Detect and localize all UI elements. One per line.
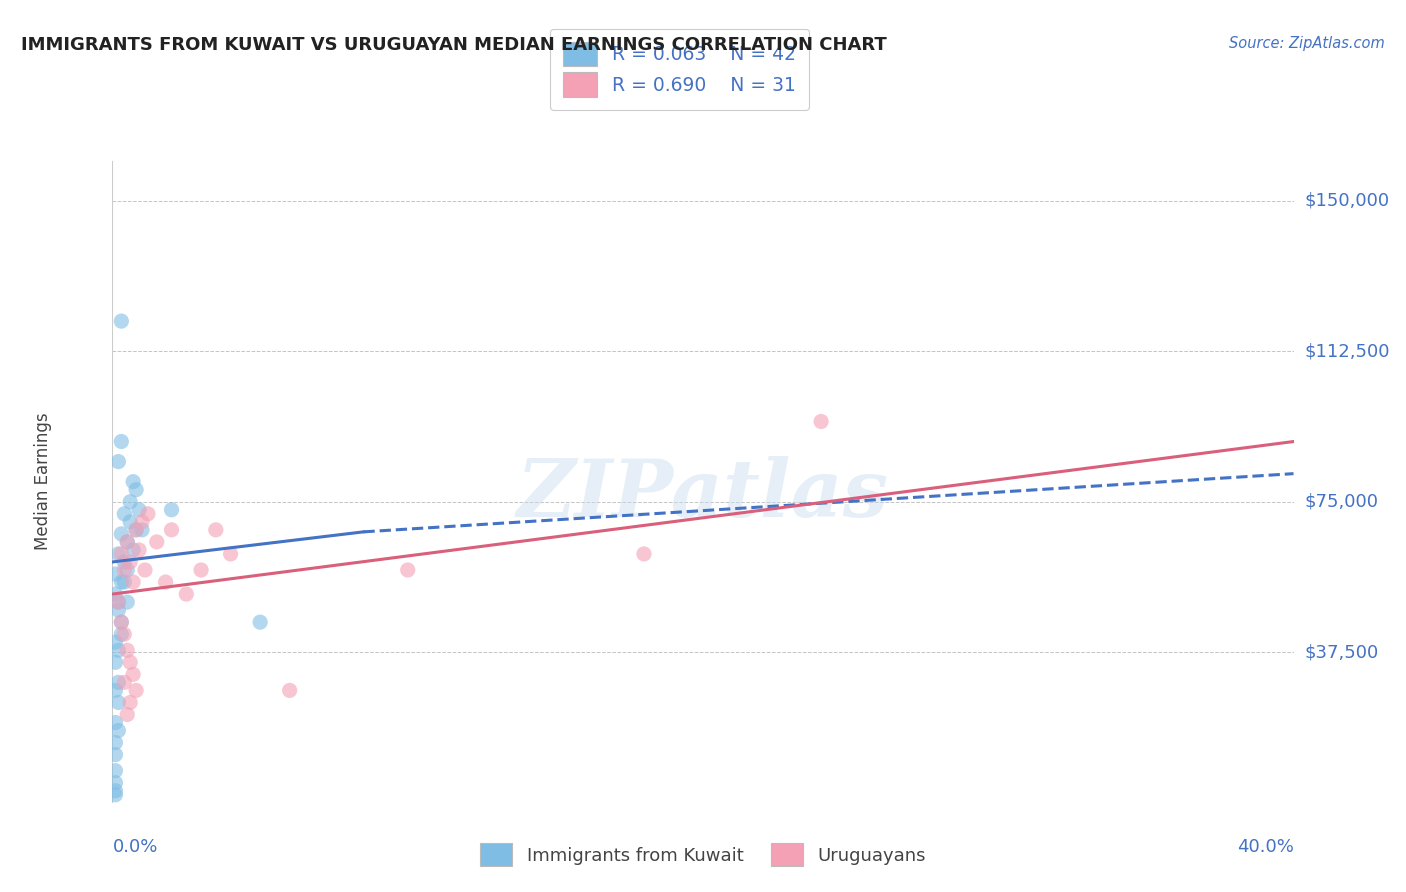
Text: $112,500: $112,500 xyxy=(1305,343,1391,360)
Point xyxy=(112,563,135,577)
Point xyxy=(107,595,129,609)
Point xyxy=(174,587,197,601)
Point xyxy=(810,415,832,429)
Point xyxy=(104,655,127,669)
Text: ZIPatlas: ZIPatlas xyxy=(517,456,889,533)
Text: $75,000: $75,000 xyxy=(1305,492,1379,511)
Point xyxy=(104,635,127,649)
Point xyxy=(117,643,138,657)
Point xyxy=(120,555,142,569)
Point xyxy=(107,675,129,690)
Point xyxy=(107,696,129,710)
Point xyxy=(110,547,132,561)
Point xyxy=(125,683,148,698)
Point xyxy=(122,542,145,557)
Point xyxy=(104,715,127,730)
Point xyxy=(125,523,148,537)
Point xyxy=(107,603,129,617)
Point xyxy=(110,615,132,630)
Point xyxy=(155,575,177,590)
Point xyxy=(131,523,153,537)
Point xyxy=(110,434,132,449)
Point xyxy=(110,314,132,328)
Point xyxy=(104,587,127,601)
Point xyxy=(107,547,129,561)
Point xyxy=(112,575,135,590)
Text: 40.0%: 40.0% xyxy=(1237,838,1294,855)
Point xyxy=(104,775,127,790)
Point xyxy=(131,515,153,529)
Point xyxy=(110,526,132,541)
Point xyxy=(107,595,129,609)
Point xyxy=(110,627,132,641)
Point xyxy=(125,483,148,497)
Point xyxy=(146,535,169,549)
Point xyxy=(117,563,138,577)
Point xyxy=(122,667,145,681)
Point xyxy=(112,627,135,641)
Point xyxy=(110,615,132,630)
Point xyxy=(104,764,127,778)
Point xyxy=(134,563,156,577)
Point xyxy=(117,595,138,609)
Text: IMMIGRANTS FROM KUWAIT VS URUGUAYAN MEDIAN EARNINGS CORRELATION CHART: IMMIGRANTS FROM KUWAIT VS URUGUAYAN MEDI… xyxy=(21,36,887,54)
Point xyxy=(120,655,142,669)
Point xyxy=(107,643,129,657)
Point xyxy=(125,523,148,537)
Point xyxy=(112,555,135,569)
Point xyxy=(112,507,135,521)
Point xyxy=(122,475,145,489)
Point xyxy=(249,615,271,630)
Point xyxy=(190,563,212,577)
Text: $150,000: $150,000 xyxy=(1305,192,1389,210)
Point xyxy=(112,675,135,690)
Point xyxy=(117,535,138,549)
Point xyxy=(396,563,419,577)
Point xyxy=(110,575,132,590)
Point xyxy=(120,494,142,508)
Point xyxy=(104,788,127,802)
Text: $37,500: $37,500 xyxy=(1305,643,1379,661)
Point xyxy=(633,547,655,561)
Point xyxy=(117,707,138,722)
Point xyxy=(120,696,142,710)
Text: Median Earnings: Median Earnings xyxy=(34,413,52,550)
Point xyxy=(205,523,228,537)
Point xyxy=(136,507,159,521)
Point xyxy=(107,455,129,469)
Point xyxy=(122,575,145,590)
Point xyxy=(160,503,183,517)
Text: Source: ZipAtlas.com: Source: ZipAtlas.com xyxy=(1229,36,1385,51)
Point xyxy=(104,747,127,762)
Legend: Immigrants from Kuwait, Uruguayans: Immigrants from Kuwait, Uruguayans xyxy=(470,832,936,877)
Point xyxy=(104,683,127,698)
Text: 0.0%: 0.0% xyxy=(112,838,157,855)
Point xyxy=(104,784,127,797)
Point xyxy=(104,735,127,749)
Point xyxy=(107,723,129,738)
Point xyxy=(128,542,150,557)
Point xyxy=(160,523,183,537)
Point xyxy=(104,567,127,582)
Point xyxy=(120,515,142,529)
Point xyxy=(278,683,301,698)
Point xyxy=(117,535,138,549)
Point xyxy=(219,547,242,561)
Point xyxy=(128,503,150,517)
